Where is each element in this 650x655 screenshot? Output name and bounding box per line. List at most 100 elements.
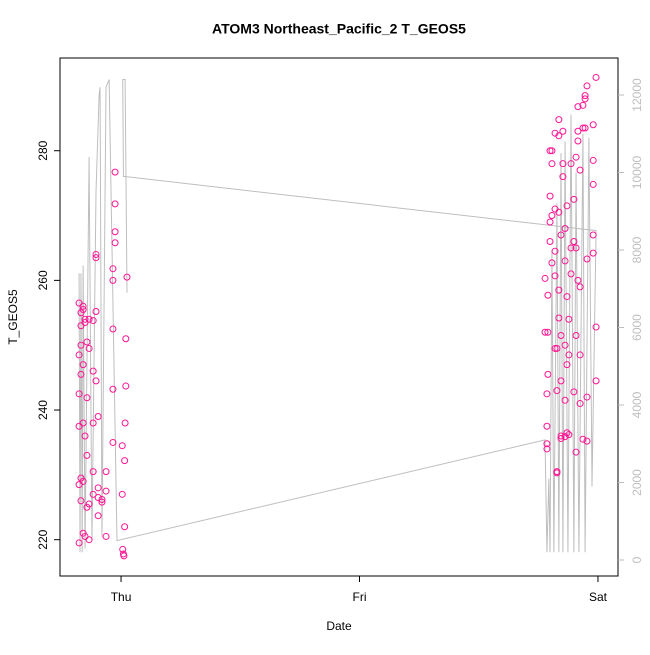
point — [83, 451, 91, 459]
point — [561, 396, 569, 404]
point — [555, 314, 563, 322]
point — [109, 265, 117, 273]
point — [81, 432, 89, 440]
y2-tick-label: 8000 — [630, 236, 644, 263]
point — [79, 302, 87, 310]
point — [592, 73, 600, 81]
point — [557, 432, 565, 440]
point — [555, 286, 563, 294]
point — [544, 291, 552, 299]
point — [576, 351, 584, 359]
point — [561, 225, 569, 233]
point — [89, 468, 97, 476]
y-tick-label: 280 — [36, 140, 50, 160]
x-axis-label: Date — [326, 619, 352, 633]
point — [579, 435, 587, 443]
point — [544, 370, 552, 378]
y2-tick-label: 10000 — [630, 155, 644, 189]
point — [111, 168, 119, 176]
point — [589, 156, 597, 164]
point — [548, 212, 556, 220]
point — [565, 351, 573, 359]
point — [583, 393, 591, 401]
point — [574, 276, 582, 284]
point — [102, 468, 110, 476]
point — [92, 307, 100, 315]
point — [589, 249, 597, 257]
chart-title: ATOM3 Northeast_Pacific_2 T_GEOS5 — [212, 21, 466, 37]
point — [557, 331, 565, 339]
point — [589, 180, 597, 188]
point — [570, 237, 578, 245]
point — [563, 293, 571, 301]
point — [75, 351, 83, 359]
point — [79, 361, 87, 369]
point — [567, 244, 575, 252]
point — [555, 132, 563, 140]
point — [109, 438, 117, 446]
y2-tick-label: 0 — [630, 556, 644, 563]
point — [589, 231, 597, 239]
point — [574, 103, 582, 111]
point — [92, 377, 100, 385]
y-tick-label: 260 — [36, 270, 50, 290]
point — [572, 244, 580, 252]
point — [79, 306, 87, 314]
y2-tick-label: 12000 — [630, 78, 644, 112]
point — [570, 195, 578, 203]
point — [579, 101, 587, 109]
point — [123, 273, 131, 281]
point — [543, 445, 551, 453]
point — [75, 390, 83, 398]
point — [565, 431, 573, 439]
point — [92, 254, 100, 262]
point — [559, 160, 567, 168]
point — [572, 331, 580, 339]
point — [548, 160, 556, 168]
point — [111, 200, 119, 208]
point — [565, 315, 573, 323]
point — [83, 338, 91, 346]
point — [567, 160, 575, 168]
point — [583, 82, 591, 90]
point — [102, 532, 110, 540]
point — [581, 124, 589, 132]
point — [583, 437, 591, 445]
point — [120, 552, 128, 560]
point — [544, 328, 552, 336]
point — [119, 545, 127, 553]
point — [561, 433, 569, 441]
point — [111, 239, 119, 247]
point — [553, 387, 561, 395]
point — [551, 344, 559, 352]
y2-tick-label: 4000 — [630, 391, 644, 418]
point — [94, 413, 102, 421]
point — [559, 173, 567, 181]
point — [118, 490, 126, 498]
point — [121, 419, 129, 427]
point — [541, 274, 549, 282]
point — [574, 137, 582, 145]
point — [102, 487, 110, 495]
point — [85, 344, 93, 352]
point — [570, 388, 578, 396]
point — [557, 231, 565, 239]
point — [576, 166, 584, 174]
point — [557, 377, 565, 385]
point — [122, 335, 130, 343]
point — [89, 490, 97, 498]
point — [563, 429, 571, 437]
point — [546, 218, 554, 226]
point — [551, 247, 559, 255]
point — [109, 325, 117, 333]
point — [89, 419, 97, 427]
point — [555, 116, 563, 124]
point — [77, 497, 85, 505]
y-axis-label: T_GEOS5 — [6, 289, 20, 345]
point — [546, 147, 554, 155]
point — [79, 477, 87, 485]
point — [79, 419, 87, 427]
point — [572, 448, 580, 456]
y2-tick-label: 6000 — [630, 314, 644, 341]
